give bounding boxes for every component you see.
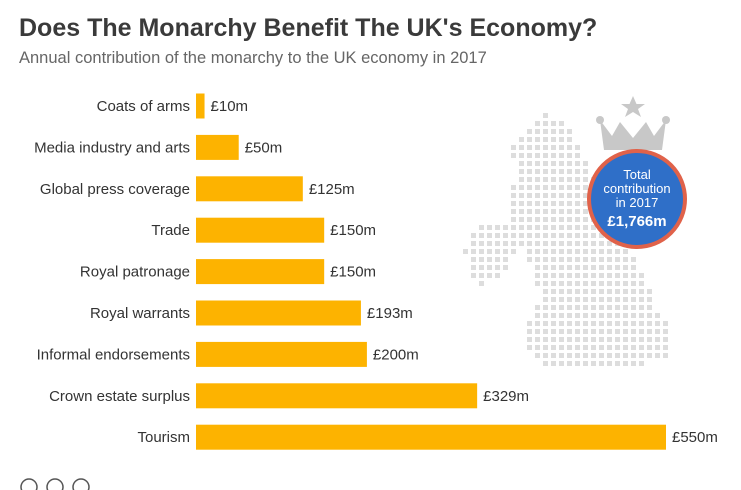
chart-subtitle: Annual contribution of the monarchy to t… [19, 49, 487, 67]
category-label: Trade [151, 222, 190, 239]
category-label: Coats of arms [97, 98, 190, 115]
total-badge: Total contribution in 2017 £1,766m [587, 149, 687, 249]
category-label: Informal endorsements [37, 346, 190, 363]
footer-icons [20, 478, 90, 490]
value-label: £193m [367, 305, 413, 322]
badge-value: £1,766m [607, 213, 667, 230]
category-label: Royal patronage [80, 264, 190, 281]
cc-icon [20, 478, 38, 490]
category-label: Crown estate surplus [49, 388, 190, 405]
value-label: £10m [211, 98, 249, 115]
value-label: £550m [672, 429, 718, 446]
value-label: £150m [330, 264, 376, 281]
bar-4 [196, 259, 325, 285]
value-label: £200m [373, 346, 419, 363]
crown-icon [596, 96, 670, 150]
category-label: Royal warrants [90, 305, 190, 322]
badge-text: Total contribution in 2017 [603, 167, 671, 210]
bar-7 [196, 383, 478, 409]
category-label: Global press coverage [40, 181, 190, 198]
value-label: £50m [245, 139, 283, 156]
by-icon [46, 478, 64, 490]
bar-3 [196, 217, 325, 243]
bar-6 [196, 341, 367, 367]
bar-5 [196, 300, 361, 326]
bar-0 [196, 93, 205, 119]
category-label: Tourism [137, 429, 190, 446]
equals-icon [72, 478, 90, 490]
value-label: £150m [330, 222, 376, 239]
bar-1 [196, 134, 239, 160]
chart-title: Does The Monarchy Benefit The UK's Econo… [19, 14, 598, 42]
value-label: £329m [483, 388, 529, 405]
bar-2 [196, 176, 303, 202]
bar-8 [196, 424, 666, 450]
category-label: Media industry and arts [34, 139, 190, 156]
value-label: £125m [309, 181, 355, 198]
